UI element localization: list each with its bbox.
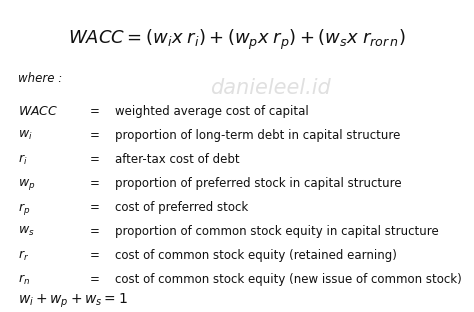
Text: =: = xyxy=(90,225,100,238)
Text: proportion of preferred stock in capital structure: proportion of preferred stock in capital… xyxy=(115,177,401,190)
Text: weighted average cost of capital: weighted average cost of capital xyxy=(115,105,309,118)
Text: $\mathit{w}_{\mathit{p}}$: $\mathit{w}_{\mathit{p}}$ xyxy=(18,177,36,192)
Text: cost of common stock equity (new issue of common stock): cost of common stock equity (new issue o… xyxy=(115,273,462,286)
Text: =: = xyxy=(90,249,100,262)
Text: $\mathit{r}_{\mathit{p}}$: $\mathit{r}_{\mathit{p}}$ xyxy=(18,201,30,217)
Text: danieleel.id: danieleel.id xyxy=(210,78,330,98)
Text: $\mathit{r}_{\mathit{r}}$: $\mathit{r}_{\mathit{r}}$ xyxy=(18,249,29,263)
Text: =: = xyxy=(90,201,100,214)
Text: $\mathit{WACC}$: $\mathit{WACC}$ xyxy=(18,105,58,118)
Text: =: = xyxy=(90,105,100,118)
Text: =: = xyxy=(90,153,100,166)
Text: $\mathit{r}_{\mathit{n}}$: $\mathit{r}_{\mathit{n}}$ xyxy=(18,273,30,287)
Text: where :: where : xyxy=(18,72,62,85)
Text: proportion of long-term debt in capital structure: proportion of long-term debt in capital … xyxy=(115,129,401,142)
Text: $\mathit{w}_{\mathit{s}}$: $\mathit{w}_{\mathit{s}}$ xyxy=(18,225,35,238)
Text: $\mathit{w_i + w_p + w_s = 1}$: $\mathit{w_i + w_p + w_s = 1}$ xyxy=(18,292,128,310)
Text: =: = xyxy=(90,129,100,142)
Text: proportion of common stock equity in capital structure: proportion of common stock equity in cap… xyxy=(115,225,439,238)
Text: $\mathit{WACC = ( w_i x\; r_i ) + ( w_p x\; r_p ) + ( w_s x\; r_{ror\,n} )}$: $\mathit{WACC = ( w_i x\; r_i ) + ( w_p … xyxy=(68,28,406,52)
Text: after-tax cost of debt: after-tax cost of debt xyxy=(115,153,240,166)
Text: =: = xyxy=(90,177,100,190)
Text: $\mathit{w}_{\mathit{i}}$: $\mathit{w}_{\mathit{i}}$ xyxy=(18,129,33,142)
Text: $\mathit{r}_{\mathit{i}}$: $\mathit{r}_{\mathit{i}}$ xyxy=(18,153,27,167)
Text: cost of preferred stock: cost of preferred stock xyxy=(115,201,248,214)
Text: =: = xyxy=(90,273,100,286)
Text: cost of common stock equity (retained earning): cost of common stock equity (retained ea… xyxy=(115,249,397,262)
